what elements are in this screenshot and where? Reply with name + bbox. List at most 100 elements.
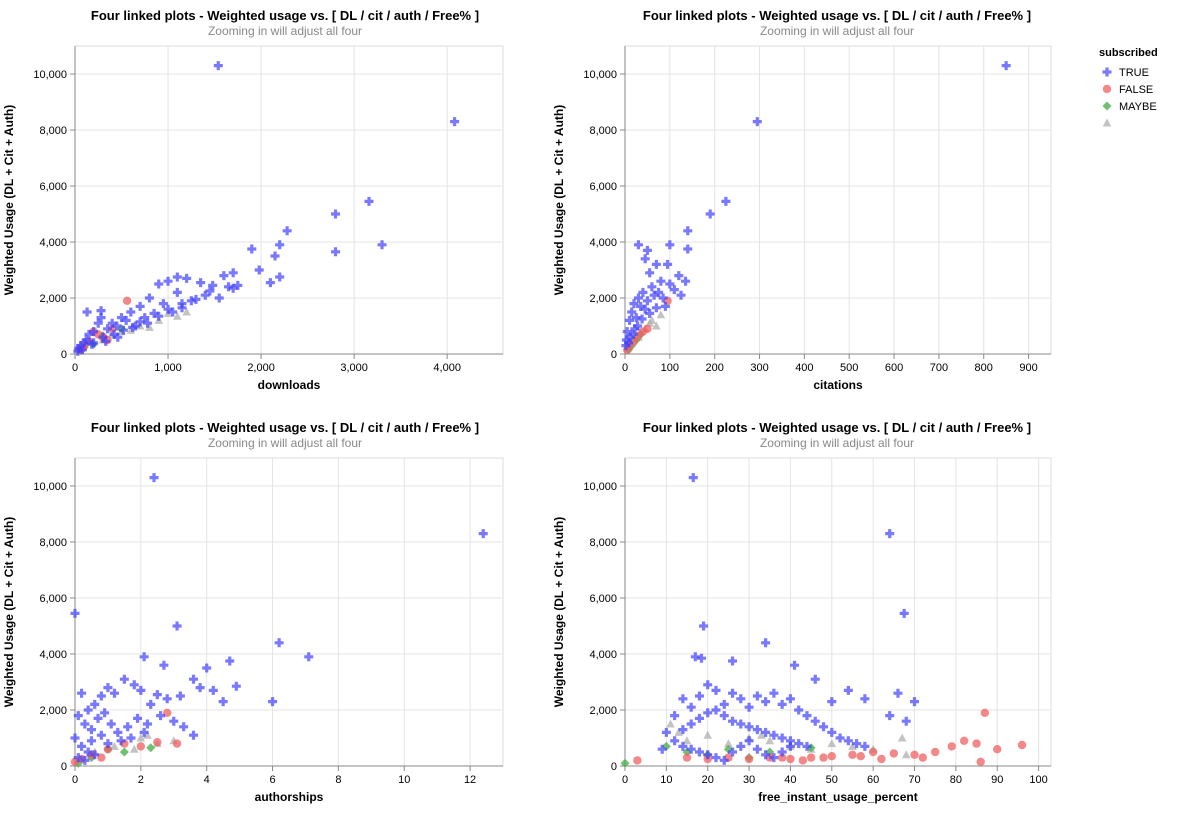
legend-item-true[interactable]: TRUE [1103,67,1149,79]
data-point-true [143,720,152,729]
data-point-true [663,260,672,269]
data-point-true [189,731,198,740]
data-point-true [130,680,139,689]
scatter-plot-2[interactable]: Four linked plots - Weighted usage vs. [… [552,8,1051,392]
data-point-true [266,278,275,287]
legend[interactable]: subscribed TRUE FALSE MAYBE [1099,47,1158,127]
legend-item-maybe[interactable]: MAYBE [1103,101,1157,113]
y-tick-label: 6,000 [589,593,617,605]
data-point-true [331,247,340,256]
data-point-false [890,749,898,757]
x-tick-label: 400 [795,362,813,374]
y-axis-label: Weighted Usage (DL + Cit + Auth) [552,105,566,295]
data-point-true [225,657,234,666]
data-point-true [154,280,163,289]
y-tick-label: 4,000 [589,649,617,661]
legend-item-false[interactable]: FALSE [1103,84,1153,96]
data-points [73,61,459,356]
legend-symbol [1103,119,1112,127]
data-point-false [745,755,753,763]
chart-title: Four linked plots - Weighted usage vs. [… [91,420,479,435]
data-point-true [71,734,80,743]
data-point-false [910,751,918,759]
data-point-true [209,686,218,695]
legend-item-unknown[interactable] [1103,119,1112,127]
data-point-true [695,714,704,723]
data-point-true [145,294,154,303]
data-point-true [827,697,836,706]
x-axis-label: downloads [258,378,321,392]
y-tick-label: 4,000 [39,649,67,661]
x-tick-label: 2,000 [247,362,275,374]
data-point-false [960,737,968,745]
y-tick-label: 0 [611,761,617,773]
data-point-true [753,692,762,701]
scatter-plot-4[interactable]: Four linked plots - Weighted usage vs. [… [552,420,1051,804]
data-point-true [283,226,292,235]
legend-label: MAYBE [1119,101,1157,113]
x-tick-label: 1,000 [154,362,182,374]
data-points [621,61,1010,354]
data-point-true [885,711,894,720]
y-tick-label: 10,000 [583,481,617,493]
y-tick-label: 0 [611,349,617,361]
data-point-true [683,245,692,254]
data-point-true [77,742,86,751]
scatter-plot-3[interactable]: Four linked plots - Weighted usage vs. [… [2,420,503,804]
data-point-true [1002,61,1011,70]
x-tick-label: 80 [950,774,962,786]
data-point-true [662,728,671,737]
data-point-true [107,720,116,729]
data-point-true [683,226,692,235]
x-tick-label: 500 [840,362,858,374]
legend-label: FALSE [1119,84,1153,96]
data-point-true [94,714,103,723]
data-point-true [136,686,145,695]
data-point-true [720,700,729,709]
y-tick-label: 10,000 [583,69,617,81]
plot-frame [625,46,1051,354]
data-point-true [479,529,488,538]
x-tick-label: 50 [826,774,838,786]
data-point-true [736,742,745,751]
data-point-true [164,277,173,286]
data-point-true [778,700,787,709]
x-tick-label: 4,000 [433,362,461,374]
data-point-true [173,273,182,282]
data-point-false [807,753,815,761]
data-point-true [153,690,162,699]
data-point-true [681,277,690,286]
data-point-true [176,692,185,701]
data-point-true [910,697,919,706]
y-axis-label: Weighted Usage (DL + Cit + Auth) [2,517,16,707]
data-point-true [703,680,712,689]
x-tick-label: 70 [908,774,920,786]
x-tick-label: 600 [885,362,903,374]
data-point-true [120,675,129,684]
x-tick-label: 60 [867,774,879,786]
data-point-true [711,686,720,695]
data-point-true [745,722,754,731]
data-point-false [786,755,794,763]
data-point-true [902,717,911,726]
data-point-true [761,638,770,647]
data-point-true [736,720,745,729]
data-point-true [83,308,92,317]
x-tick-label: 30 [743,774,755,786]
y-tick-label: 2,000 [589,705,617,717]
scatter-plot-1[interactable]: Four linked plots - Weighted usage vs. [… [2,8,503,392]
data-point-false [137,742,145,750]
y-axis-label: Weighted Usage (DL + Cit + Auth) [2,105,16,295]
x-tick-label: 100 [1029,774,1047,786]
x-tick-label: 40 [784,774,796,786]
data-point-true [790,661,799,670]
chart-subtitle: Zooming in will adjust all four [760,24,914,38]
data-point-true [728,717,737,726]
data-point-true [670,736,679,745]
data-point-true [146,700,155,709]
x-tick-label: 3,000 [340,362,368,374]
data-point-unknown [666,720,675,728]
x-tick-label: 10 [660,774,672,786]
data-point-true [84,706,93,715]
data-point-true [827,728,836,737]
